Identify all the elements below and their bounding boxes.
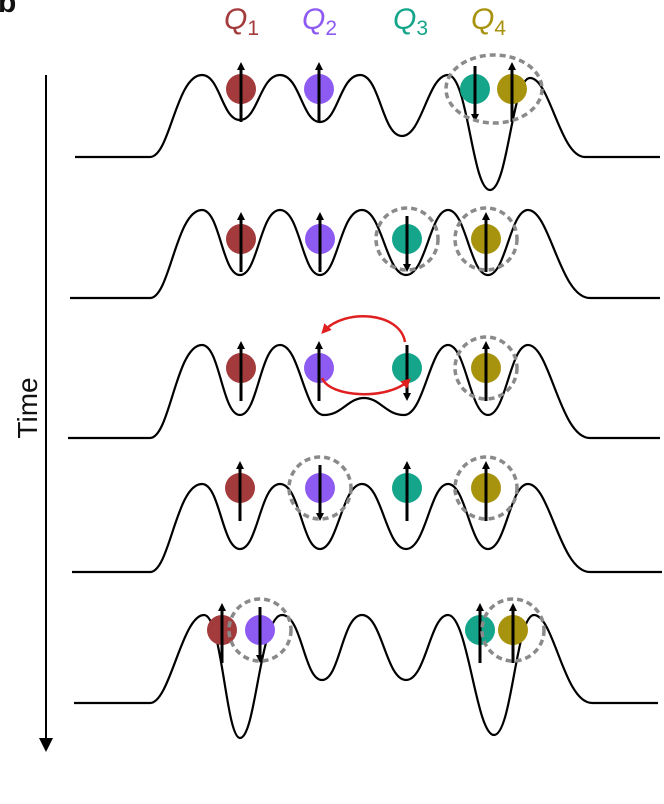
step-3 (68, 315, 660, 440)
potential-curve (68, 343, 660, 440)
step-2 (70, 206, 660, 300)
potential-curve (75, 73, 660, 192)
step-1 (75, 53, 660, 192)
exchange-arrow-top (321, 315, 407, 343)
qubit-label-index: 1 (247, 17, 260, 40)
pair-circle (374, 206, 440, 272)
time-axis-arrowhead (39, 738, 53, 752)
step-5 (74, 597, 658, 740)
qubit-label-index: 2 (325, 17, 338, 40)
pair-circle (453, 335, 519, 401)
qubit-label-q1: Q1 (224, 2, 259, 47)
potential-curve (74, 613, 658, 740)
potential-curve (70, 208, 660, 300)
qubit-label-letter: Q (302, 3, 326, 36)
qubit-label-q2: Q2 (302, 2, 337, 47)
qubit-label-q3: Q3 (393, 2, 428, 47)
qubit-label-index: 4 (494, 17, 507, 40)
potential-curve (72, 482, 662, 574)
exchange-arrow-bottom (320, 377, 411, 396)
qubit-label-letter: Q (393, 3, 417, 36)
pair-circle (453, 206, 519, 272)
qubit-label-letter: Q (224, 3, 248, 36)
step-4 (72, 455, 662, 574)
pair-circle (480, 597, 546, 663)
qubit-label-letter: Q (471, 3, 495, 36)
qubit-label-q4: Q4 (471, 2, 506, 47)
pair-circle (444, 53, 544, 125)
panel-label: b (0, 0, 17, 19)
pair-circle (227, 597, 293, 663)
pair-circle (287, 455, 353, 521)
pair-circle (453, 455, 519, 521)
qubit-label-index: 3 (416, 17, 429, 40)
